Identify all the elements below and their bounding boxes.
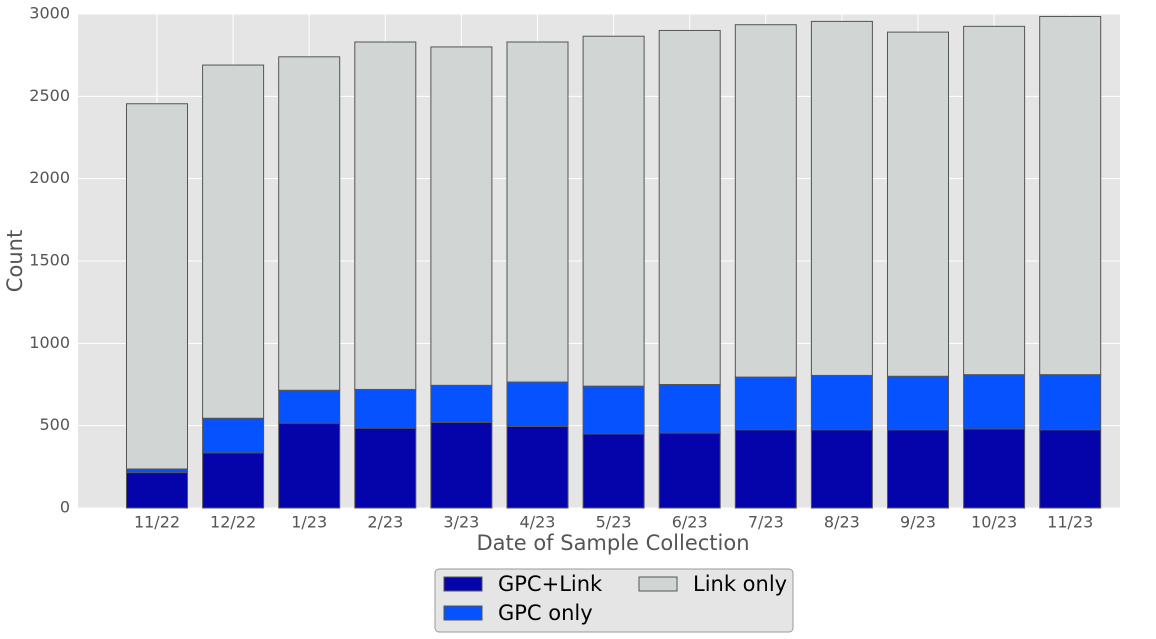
legend-label: GPC only [498,601,593,625]
bar-segment [582,433,645,509]
x-tick-label: 9/23 [900,513,936,532]
y-tick-label: 1000 [29,333,70,352]
x-tick-label: 2/23 [367,513,403,532]
bar-segment [1039,374,1102,431]
bar-segment [126,472,188,509]
bar-segment [126,468,188,474]
bar-segment [354,427,417,509]
bar-segment [582,385,645,435]
bar-segment [430,384,493,423]
bar-segment [278,56,341,391]
y-tick-label: 500 [39,415,70,434]
x-tick-label: 4/23 [520,513,556,532]
y-tick-label: 0 [60,498,70,517]
bar-segment [887,375,949,431]
bar-segment [963,374,1026,430]
legend-box [434,568,794,633]
y-tick-label: 3000 [29,4,70,23]
x-tick-label: 5/23 [596,513,632,532]
bar-segment [354,388,417,429]
legend-label: Link only [693,572,787,596]
bar-segment [658,384,721,434]
bar-segment [810,429,873,509]
bars [126,15,1102,509]
y-tick-label: 2000 [29,168,70,187]
x-tick-label: 11/22 [134,513,180,532]
legend-swatch [638,576,678,592]
x-tick-label: 12/22 [210,513,256,532]
bar-segment [1039,15,1102,376]
y-tick-label: 1500 [29,251,70,270]
bar-segment [658,29,721,385]
x-tick-label: 6/23 [672,513,708,532]
bar-segment [430,421,493,509]
legend-swatch [443,605,483,621]
bar-segment [278,389,341,424]
y-axis-label: Count [3,230,27,292]
bar-segment [963,25,1026,376]
x-tick-label: 3/23 [443,513,479,532]
bar-segment [430,46,493,386]
legend: GPC+Link GPC only Link only [443,572,787,625]
bar-segment [126,103,188,470]
bar-segment [202,64,265,419]
y-tick-label: 2500 [29,86,70,105]
bar-segment [887,429,949,509]
legend-label: GPC+Link [498,572,603,596]
legend-swatch [443,576,483,592]
bar-segment [810,374,873,431]
bar-segment [582,35,645,387]
bar-segment [202,417,265,454]
x-tick-label: 10/23 [971,513,1017,532]
bar-segment [734,376,797,431]
labels: Date of Sample Collection Count 0 500 1000… [3,4,1093,556]
bar-segment [963,428,1026,509]
bar-segment [658,432,721,509]
x-tick-label: 8/23 [824,513,860,532]
bar-segment [354,41,417,390]
x-tick-label: 1/23 [291,513,327,532]
bar-segment [506,425,569,509]
bar-segment [506,381,569,427]
bar-segment [1039,429,1102,509]
bar-segment [734,24,797,378]
bar-segment [887,31,949,377]
x-axis-label: Date of Sample Collection [476,531,749,555]
bar-segment [810,20,873,376]
bar-segment [278,422,341,509]
bar-segment [202,452,265,509]
bar-segment [734,429,797,509]
bar-segment [506,41,569,383]
x-tick-label: 11/23 [1047,513,1093,532]
x-tick-label: 7/23 [748,513,784,532]
